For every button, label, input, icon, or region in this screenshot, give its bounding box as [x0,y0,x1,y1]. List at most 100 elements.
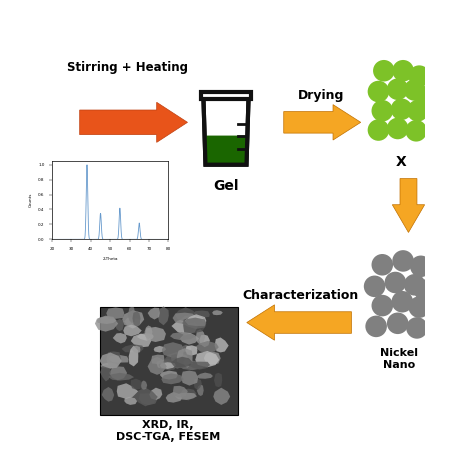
Polygon shape [158,306,169,325]
Polygon shape [197,384,204,396]
Polygon shape [131,379,141,390]
Polygon shape [139,393,158,405]
Polygon shape [204,352,221,365]
Polygon shape [185,314,206,326]
Polygon shape [161,374,184,384]
Circle shape [406,317,428,339]
Polygon shape [193,310,210,318]
Text: XRD, IR,
DSC-TGA, FESEM: XRD, IR, DSC-TGA, FESEM [116,420,220,442]
Circle shape [373,60,395,82]
Polygon shape [179,315,205,326]
Polygon shape [185,345,197,356]
Circle shape [387,118,409,139]
Circle shape [392,60,414,82]
Polygon shape [100,307,237,415]
Polygon shape [117,383,138,399]
Polygon shape [183,316,206,333]
Polygon shape [173,386,188,398]
Circle shape [372,100,393,121]
Text: Characterization: Characterization [243,290,359,302]
Polygon shape [215,337,228,353]
Polygon shape [203,95,249,164]
Circle shape [414,86,436,108]
Polygon shape [177,348,192,365]
Polygon shape [162,342,184,358]
Circle shape [392,291,413,312]
Polygon shape [171,357,193,368]
Circle shape [372,254,393,275]
Text: Gel: Gel [213,179,239,192]
Polygon shape [80,102,188,142]
Polygon shape [180,332,199,345]
Polygon shape [160,371,178,380]
Polygon shape [175,392,197,400]
Circle shape [368,119,389,141]
Circle shape [391,99,412,120]
Circle shape [405,120,427,142]
Polygon shape [147,357,167,375]
Circle shape [384,272,406,293]
Polygon shape [177,361,207,370]
Polygon shape [109,355,128,363]
Polygon shape [106,308,124,319]
Polygon shape [188,362,210,370]
Circle shape [404,79,425,101]
Polygon shape [183,358,190,368]
Polygon shape [124,397,137,405]
Polygon shape [132,311,140,326]
Polygon shape [199,335,210,347]
Polygon shape [160,362,176,369]
Circle shape [409,296,430,318]
Polygon shape [151,355,164,364]
Circle shape [365,316,387,337]
Polygon shape [131,346,140,353]
Polygon shape [194,379,202,390]
Polygon shape [247,305,352,340]
Text: Drying: Drying [298,89,344,102]
Polygon shape [100,353,122,369]
Polygon shape [113,333,127,344]
Circle shape [404,274,425,296]
X-axis label: 2-Theta: 2-Theta [102,256,118,261]
Polygon shape [196,329,205,345]
Polygon shape [284,105,361,140]
Polygon shape [145,326,153,339]
Polygon shape [214,373,222,387]
Circle shape [372,295,393,316]
Circle shape [364,275,385,297]
Polygon shape [108,373,134,381]
Polygon shape [175,307,198,322]
Polygon shape [197,373,213,379]
Polygon shape [131,334,151,347]
Polygon shape [95,316,118,332]
Polygon shape [106,351,121,368]
Polygon shape [166,392,182,403]
Polygon shape [147,308,160,319]
Polygon shape [141,381,147,390]
Polygon shape [133,388,158,406]
Polygon shape [164,352,189,369]
Polygon shape [392,179,425,232]
Polygon shape [195,341,219,352]
Circle shape [409,65,430,87]
Text: Stirring + Heating: Stirring + Heating [66,61,188,74]
Polygon shape [115,319,124,331]
Polygon shape [204,136,247,164]
Polygon shape [181,371,198,386]
Polygon shape [195,351,219,367]
Polygon shape [213,388,230,405]
Polygon shape [182,318,206,329]
Polygon shape [171,354,181,363]
Polygon shape [137,333,154,341]
Polygon shape [102,387,114,401]
Polygon shape [109,366,127,380]
Polygon shape [97,316,117,324]
Polygon shape [170,332,196,340]
Circle shape [387,312,409,334]
Polygon shape [154,346,166,353]
Circle shape [392,250,414,272]
Polygon shape [181,389,197,401]
Polygon shape [173,313,197,324]
Polygon shape [100,363,118,369]
Polygon shape [122,310,144,328]
